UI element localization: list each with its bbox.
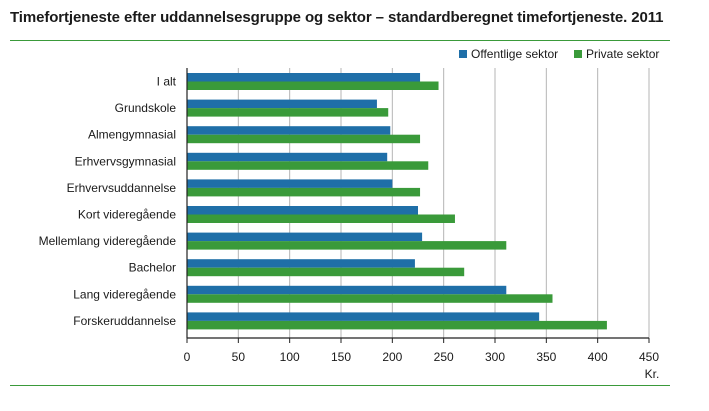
- x-tick-label: 450: [639, 350, 659, 364]
- bar: [187, 285, 507, 295]
- bar: [187, 81, 439, 90]
- bottom-divider: [10, 385, 670, 386]
- x-tick-label: 0: [184, 350, 191, 364]
- bar: [187, 126, 391, 135]
- x-tick-label: 150: [331, 350, 351, 364]
- category-label: Erhvervsuddannelse: [67, 181, 177, 195]
- category-label: Erhvervsgymnasial: [75, 154, 176, 168]
- category-label: Bachelor: [129, 261, 176, 275]
- bar: [187, 179, 393, 188]
- bar: [187, 214, 455, 223]
- legend-label-offentlige: Offentlige sektor: [471, 47, 559, 61]
- legend-swatch-offentlige: [459, 50, 467, 58]
- category-label: Forskeruddannelse: [73, 314, 176, 328]
- chart-title: Timefortjeneste efter uddannelsesgruppe …: [10, 9, 664, 26]
- bar: [187, 152, 388, 162]
- legend-label-private: Private sektor: [586, 47, 660, 61]
- x-tick-label: 50: [232, 350, 246, 364]
- x-tick-label: 100: [280, 350, 300, 364]
- category-label: Lang videregående: [73, 287, 176, 301]
- bar: [187, 267, 465, 277]
- bar: [187, 241, 507, 250]
- bar: [187, 259, 415, 268]
- x-tick-label: 350: [536, 350, 556, 364]
- bar: [187, 73, 421, 82]
- legend-swatch-private: [574, 50, 582, 58]
- title-divider: [10, 40, 670, 41]
- category-label: Almengymnasial: [88, 128, 176, 142]
- x-tick-label: 400: [588, 350, 608, 364]
- x-tick-label: 300: [485, 350, 505, 364]
- legend-item-private: Private sektor: [574, 47, 659, 61]
- x-tick-label: 200: [382, 350, 402, 364]
- bar: [187, 108, 389, 117]
- bar: [187, 161, 429, 170]
- x-tick-label: 250: [434, 350, 454, 364]
- bar: [187, 99, 377, 109]
- category-label: Grundskole: [115, 101, 177, 115]
- bar: [187, 294, 553, 303]
- bar: [187, 232, 423, 242]
- x-axis-label: Kr.: [645, 367, 660, 381]
- legend-item-offentlige: Offentlige sektor: [459, 47, 558, 61]
- bar: [187, 134, 421, 144]
- category-label: Kort videregående: [78, 208, 176, 222]
- category-label: Mellemlang videregående: [39, 234, 177, 248]
- bar: [187, 312, 540, 321]
- bar: [187, 320, 607, 330]
- bar: [187, 206, 418, 215]
- bar: [187, 187, 421, 197]
- category-label: I alt: [157, 75, 177, 89]
